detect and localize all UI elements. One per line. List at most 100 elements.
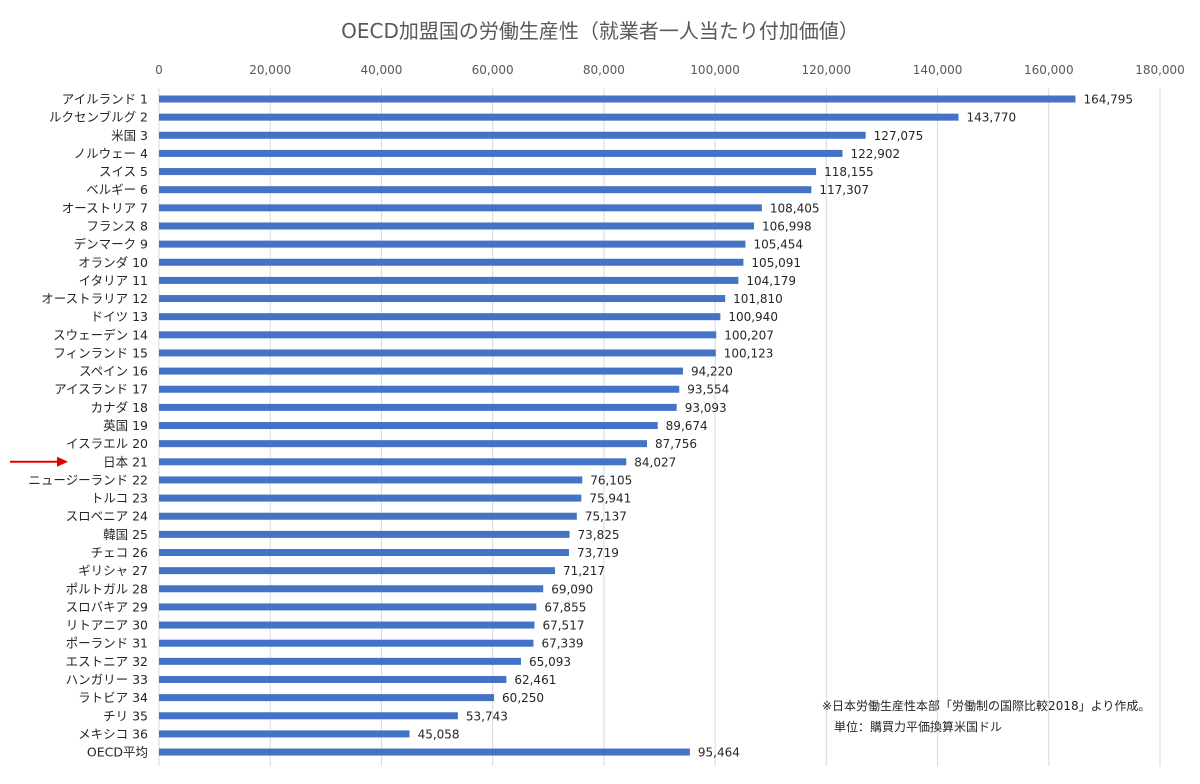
bar	[159, 149, 843, 157]
bar	[159, 240, 746, 248]
value-label: 93,554	[687, 383, 729, 397]
bar	[159, 367, 683, 375]
value-label: 100,940	[728, 310, 778, 324]
unit-note: 単位：購買力平価換算米国ドル	[834, 719, 1002, 734]
x-tick-label: 60,000	[472, 63, 514, 77]
bar	[159, 512, 577, 520]
bar	[159, 675, 507, 683]
category-label: ドイツ 13	[91, 309, 148, 324]
value-label: 89,674	[666, 419, 708, 433]
value-label: 164,795	[1083, 93, 1133, 107]
value-label: 62,461	[514, 673, 556, 687]
bar	[159, 186, 812, 194]
value-label: 45,058	[418, 727, 460, 741]
bar	[159, 222, 755, 230]
value-label: 104,179	[746, 274, 796, 288]
value-label: 118,155	[824, 165, 874, 179]
bar	[159, 331, 717, 339]
bar	[159, 295, 726, 303]
bar	[159, 349, 716, 357]
source-note: ※日本労働生産性本部「労働制の国際比較2018」より作成。	[822, 698, 1150, 713]
value-label: 105,091	[751, 256, 801, 270]
category-label: 米国 3	[111, 128, 148, 143]
bar	[159, 639, 534, 647]
japan-arrow-icon	[10, 456, 68, 467]
x-tick-label: 80,000	[583, 63, 625, 77]
category-label: アイルランド 1	[62, 92, 148, 107]
category-label: ハンガリー 33	[66, 672, 148, 687]
value-label: 73,719	[577, 546, 619, 560]
bar	[159, 440, 648, 448]
bar	[159, 694, 495, 702]
value-label: 143,770	[967, 111, 1017, 125]
value-label: 67,855	[544, 600, 586, 614]
bar	[159, 712, 458, 720]
x-axis-ticks: 0 20,000 40,000 60,000 80,000 100,000 120,000 1…	[155, 63, 1185, 77]
category-label: デンマーク 9	[74, 237, 148, 252]
bar	[159, 567, 556, 575]
value-label: 100,123	[724, 346, 774, 360]
value-label: 75,137	[585, 510, 627, 524]
bar	[159, 131, 866, 139]
bar	[159, 549, 569, 556]
category-label: スペイン 16	[79, 364, 148, 379]
bar	[159, 168, 817, 176]
value-label: 108,405	[770, 201, 820, 215]
category-label: エストニア 32	[66, 654, 148, 669]
bar	[159, 276, 739, 284]
category-label: オランダ 10	[78, 255, 148, 270]
category-label: イタリア 11	[79, 273, 148, 288]
category-label: チリ 35	[103, 708, 148, 723]
bar	[159, 730, 410, 738]
bar	[159, 385, 680, 393]
category-label: ルクセンブルグ 2	[49, 110, 148, 125]
value-label: 84,027	[634, 455, 676, 469]
category-label: ポルトガル 28	[66, 581, 148, 596]
x-tick-label: 180,000	[1135, 63, 1185, 77]
bar	[159, 621, 535, 629]
category-label: 韓国 25	[103, 527, 148, 542]
value-label: 127,075	[874, 129, 924, 143]
category-label: ポーランド 31	[66, 636, 148, 651]
value-label: 93,093	[685, 401, 727, 415]
bar	[159, 422, 658, 430]
value-label: 65,093	[529, 655, 571, 669]
bar	[159, 403, 677, 411]
category-label: オーストラリア 12	[41, 291, 148, 306]
value-label: 106,998	[762, 219, 812, 233]
category-label: ギリシャ 27	[78, 563, 148, 578]
x-tick-label: 100,000	[690, 63, 740, 77]
value-label: 76,105	[590, 473, 632, 487]
category-label: フランス 8	[86, 218, 148, 233]
value-label: 73,825	[578, 528, 620, 542]
category-label: アイスランド 17	[54, 382, 148, 397]
x-tick-label: 0	[155, 63, 163, 77]
value-label: 105,454	[753, 238, 803, 252]
category-label: メキシコ 36	[78, 726, 148, 741]
chart-title: OECD加盟国の労働生産性（就業者一人当たり付加価値）	[341, 19, 859, 43]
value-label: 67,517	[542, 619, 584, 633]
bars	[159, 95, 1076, 756]
category-label: トルコ 23	[91, 491, 148, 506]
value-label: 122,902	[850, 147, 900, 161]
value-label: 117,307	[819, 183, 869, 197]
bar	[159, 113, 959, 121]
bar	[159, 657, 521, 665]
category-label: イスラエル 20	[66, 436, 148, 451]
category-labels: アイルランド 1 ルクセンブルグ 2 米国 3 ノルウェー 4 スイス 5 ベルギー 6 オ…	[28, 92, 148, 760]
x-tick-label: 120,000	[802, 63, 852, 77]
category-label: 日本 21	[103, 454, 148, 469]
value-label: 53,743	[466, 709, 508, 723]
category-label: チェコ 26	[91, 545, 148, 560]
category-label: スウェーデン 14	[53, 327, 148, 342]
bar	[159, 585, 544, 593]
bar	[159, 603, 537, 611]
value-label: 101,810	[733, 292, 783, 306]
bar	[159, 204, 762, 212]
value-label: 69,090	[551, 582, 593, 596]
bar	[159, 748, 690, 756]
category-label: 英国 19	[103, 418, 148, 433]
category-label: カナダ 18	[91, 400, 148, 415]
x-tick-label: 40,000	[360, 63, 402, 77]
